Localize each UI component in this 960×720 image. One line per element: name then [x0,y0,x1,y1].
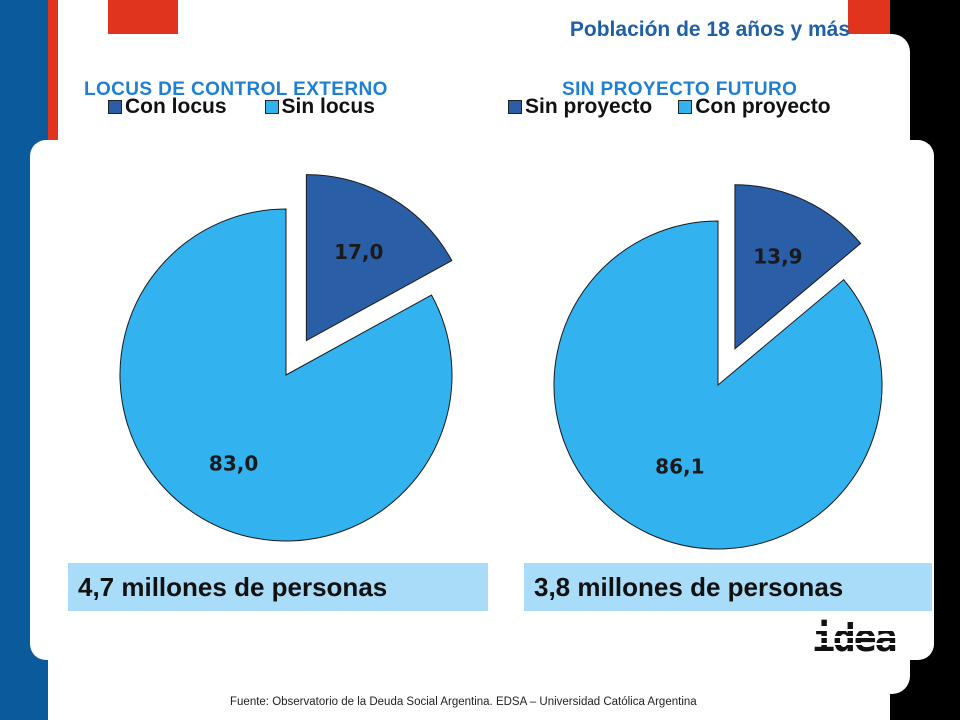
pie-data-label-1-1: 86,1 [655,455,704,479]
pie-data-label-0-1: 83,0 [209,452,258,476]
legend-swatch-dark [108,100,122,114]
legend-locus: Con locus Sin locus [108,92,379,122]
red-stripe-right [848,0,890,40]
legend-proyecto: Sin proyecto Con proyecto [508,92,835,122]
legend-label: Sin proyecto [525,95,653,118]
legend-item-con-proyecto: Con proyecto [678,95,831,119]
legend-swatch-light [264,100,279,114]
legend-label: Con proyecto [695,95,831,118]
caption-banner-locus: 4,7 millones de personas [68,563,488,611]
legend-swatch-light [678,100,693,114]
pie-slice-0-1 [119,208,453,542]
legend-item-con-locus: Con locus [108,95,227,119]
source-note: Fuente: Observatorio de la Deuda Social … [230,696,697,708]
red-stripe-left [48,0,58,140]
caption-banner-proyecto: 3,8 millones de personas [524,563,932,611]
legend-item-sin-proyecto: Sin proyecto [508,95,652,119]
chart-title-proyecto: SIN PROYECTO FUTURO [562,79,798,100]
pie-data-label-1-0: 13,9 [753,245,802,269]
legend-item-sin-locus: Sin locus [264,95,375,119]
legend-swatch-dark [508,100,522,114]
legend-label: Sin locus [281,95,375,118]
pie-slice-0-0 [305,174,453,342]
red-stripe-top [108,0,178,40]
chart-title-locus: LOCUS DE CONTROL EXTERNO [84,79,388,100]
pie-slice-1-1 [553,220,883,550]
population-subtitle: Población de 18 años y más [569,18,850,41]
idea-logo: idea [810,618,910,658]
legend-label: Con locus [125,95,227,118]
pie-data-label-0-0: 17,0 [334,240,383,264]
pie-slice-1-0 [734,184,862,350]
